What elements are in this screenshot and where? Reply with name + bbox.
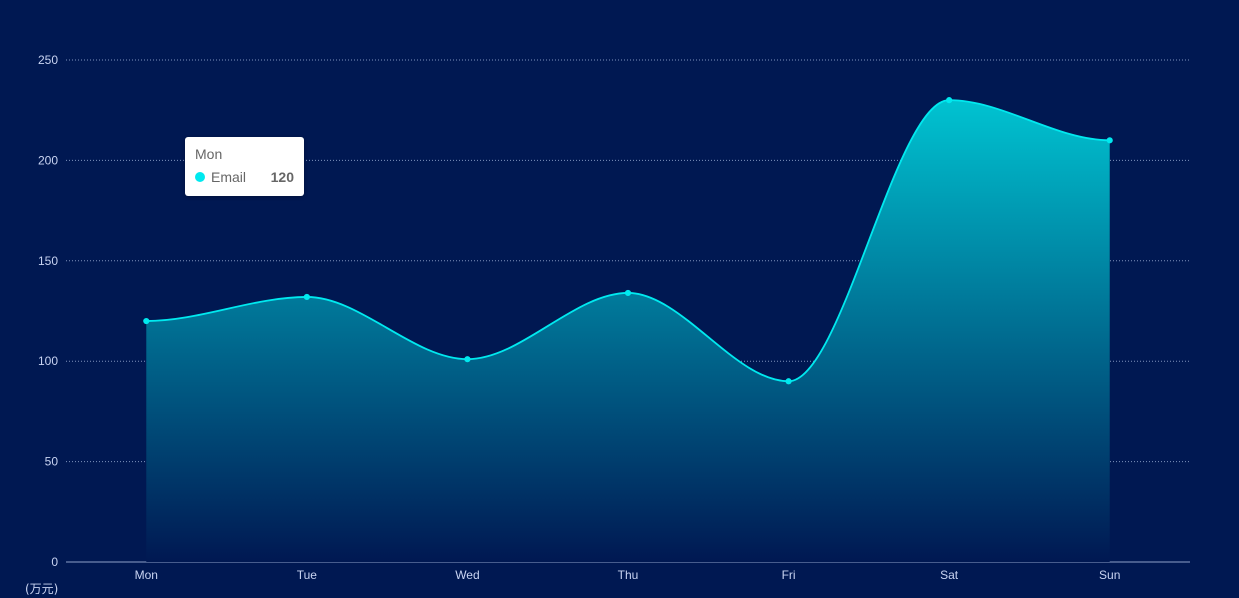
tooltip-series-name: Email <box>211 169 247 185</box>
data-point-sat <box>946 97 953 104</box>
x-tick-label: Fri <box>782 568 796 582</box>
tooltip-value: 120 <box>270 169 294 185</box>
x-tick-label: Tue <box>297 568 318 582</box>
x-tick-label: Thu <box>618 568 639 582</box>
tooltip-title: Mon <box>195 146 223 162</box>
y-tick-label: 200 <box>38 153 58 167</box>
y-tick-label: 250 <box>38 53 58 67</box>
x-tick-label: Sat <box>940 568 959 582</box>
y-tick-label: 50 <box>45 455 59 469</box>
y-tick-label: 150 <box>38 254 58 268</box>
data-point-tue <box>303 293 310 301</box>
y-tick-label: 0 <box>51 555 58 569</box>
data-point-wed <box>464 356 471 363</box>
chart-tooltip: Mon Email 120 <box>185 137 304 196</box>
y-axis-unit-label: (万元) <box>25 582 59 596</box>
data-point-fri <box>785 378 792 385</box>
data-point-mon <box>143 317 150 325</box>
y-tick-label: 100 <box>38 354 58 368</box>
x-tick-label: Mon <box>135 568 158 582</box>
tooltip-row: Email 120 <box>195 169 294 185</box>
x-tick-label: Wed <box>455 568 479 582</box>
data-point-sun <box>1106 137 1113 144</box>
series-marker-icon <box>195 172 205 182</box>
x-tick-label: Sun <box>1099 568 1120 582</box>
series-area-fill <box>146 100 1110 562</box>
data-point-thu <box>624 289 632 297</box>
